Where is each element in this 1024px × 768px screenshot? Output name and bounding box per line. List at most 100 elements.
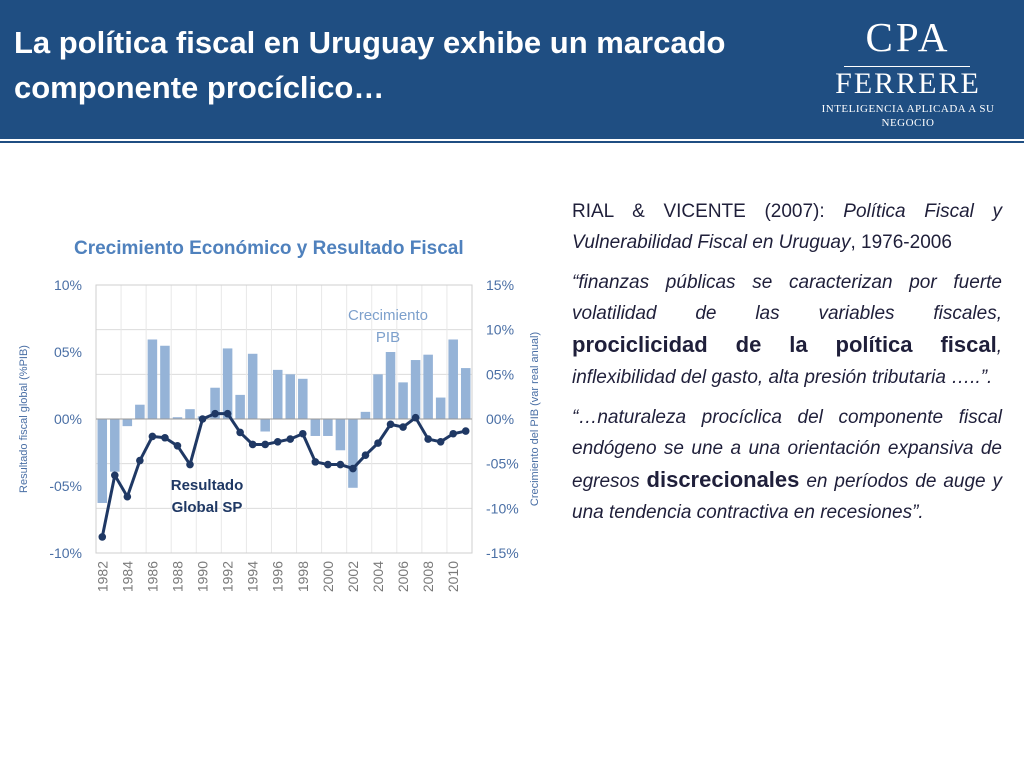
citation-title: Política Fiscal y Vulnerabilidad Fiscal … [572,201,1002,253]
label-resultado: Resultado [171,477,244,494]
label-global-sp: Global SP [172,499,243,516]
quote-2-end: en períodos de auge y una tendencia cont… [572,471,1003,523]
company-logo: CPA FERRERE INTELIGENCIA APLICADA A SU N… [796,10,1020,129]
point-resultado [173,442,182,450]
bar-pib [222,348,233,419]
bar-pib [448,339,458,419]
point-resultado [123,492,132,501]
point-resultado [186,460,194,469]
x-tick: 1986 [144,561,160,592]
x-tick: 1994 [245,561,261,592]
bar-pib [348,419,358,488]
point-resultado [324,460,332,469]
point-resultado [198,415,207,423]
bar-pib [310,419,321,436]
point-resultado [386,420,395,429]
header-bar [0,0,1024,134]
point-resultado [349,464,357,473]
x-tick: 1984 [119,561,135,592]
citation-years: , 1976-2006 [850,232,952,253]
point-resultado [424,435,432,443]
x-tick: 2006 [395,561,411,592]
y-tick-left: 00% [54,411,82,427]
point-resultado [136,456,144,465]
slide-title: La política fiscal en Uruguay exhibe un … [14,25,726,105]
quote-1: “finanzas públicas se caracterizan por f… [572,267,1002,393]
point-resultado [273,437,282,446]
header-divider [0,134,1024,139]
point-resultado [211,409,219,418]
bar-pib [398,382,408,419]
quote-2-start: “…naturaleza procíclica del componente f… [572,407,1002,492]
text-column: RIAL & VICENTE (2007): Política Fiscal y… [572,196,1002,537]
y-tick-left: -05% [49,478,82,494]
x-tick: 1990 [195,561,211,592]
point-resultado [261,440,269,449]
x-tick: 2004 [370,561,386,592]
quote-1-emphasis: prociclicidad de la política fiscal [572,332,997,357]
point-resultado [399,423,407,431]
point-resultado [98,533,107,541]
bar-pib [185,409,195,419]
point-resultado [336,460,345,469]
y-tick-right: 05% [486,366,514,382]
x-tick: 1996 [270,561,286,592]
point-resultado [161,433,169,442]
line-resultado [100,412,467,538]
fiscal-growth-chart: Crecimiento Económico y Resultado Fiscal… [18,238,541,592]
header-divider-thin [0,141,1024,143]
bar-pib [272,369,283,419]
y-tick-right: -10% [486,500,519,516]
bar-pib [360,411,371,419]
bar-pib [97,419,108,503]
bar-pib [260,419,270,432]
y-tick-right: -05% [486,456,519,472]
bar-pib [235,394,245,419]
x-tick: 2000 [320,561,336,592]
bar-pib [147,339,158,419]
point-resultado [436,437,445,446]
logo-line1: CPA [865,14,951,60]
label-pib: PIB [376,329,400,346]
bar-pib [410,360,421,419]
point-resultado [374,439,382,447]
x-tick: 2002 [345,561,361,592]
x-tick: 2010 [445,561,461,592]
point-resultado [461,427,470,435]
point-resultado [236,428,244,437]
y-tick-left: 10% [54,277,82,293]
y-tick-left: 05% [54,344,82,360]
bar-pib [385,352,396,419]
point-resultado [361,451,370,459]
bar-pib [285,374,296,419]
point-resultado [449,429,458,438]
point-resultado [299,429,307,438]
bar-pib [110,419,120,472]
y-tick-right: 10% [486,322,514,338]
logo-line2: FERRERE [835,67,981,100]
y-tick-right: -15% [486,545,519,561]
point-resultado [411,413,420,422]
x-tick: 1998 [295,561,311,592]
bar-pib [160,345,170,419]
bar-pib [373,374,383,419]
bar-pib [423,354,433,419]
bar-pib [335,419,346,451]
point-resultado [111,471,119,480]
x-tick: 1982 [94,561,110,592]
x-tick: 1992 [220,561,236,592]
x-tick: 1988 [169,561,185,592]
point-resultado [148,432,157,441]
logo-rule [844,66,970,67]
label-crecimiento: Crecimiento [348,307,428,324]
quote-2-emphasis: discrecionales [646,467,800,492]
bar-pib [460,368,471,419]
quote-1-end: , inflexibilidad del gasto, alta presión… [572,336,1002,388]
citation-paragraph: RIAL & VICENTE (2007): Política Fiscal y… [572,196,1002,258]
chart-title: Crecimiento Económico y Resultado Fiscal [74,238,464,259]
point-resultado [248,440,257,449]
bar-pib [323,419,333,436]
point-resultado [311,458,320,466]
y-axis-title-left: Resultado fiscal global (%PIB) [18,345,30,493]
logo-tagline: INTELIGENCIA APLICADA A SU NEGOCIO [821,103,995,129]
